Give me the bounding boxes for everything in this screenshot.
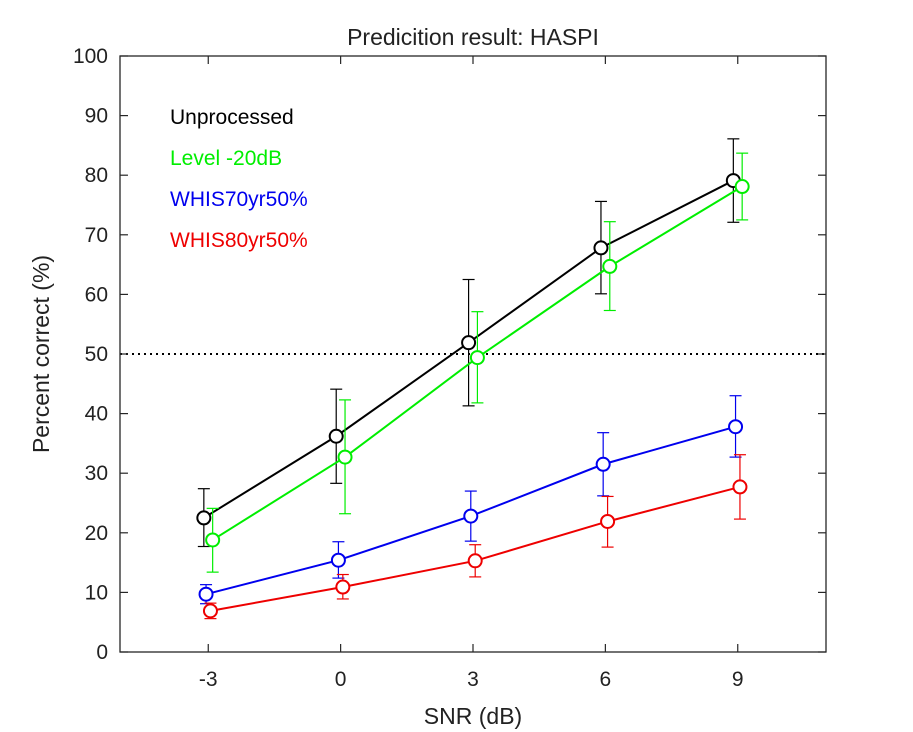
legend: Unprocessed Level -20dB WHIS70yr50% WHIS80y… <box>170 106 308 252</box>
data-point <box>205 532 221 548</box>
data-point <box>469 350 485 366</box>
data-point <box>337 449 353 465</box>
x-tick-label: 0 <box>335 668 347 691</box>
data-point <box>467 553 483 569</box>
y-tick-label: 60 <box>85 283 108 306</box>
y-tick-label: 40 <box>85 403 108 426</box>
x-tick-label: 6 <box>600 668 612 691</box>
y-tick-label: 80 <box>85 164 108 187</box>
x-tick-label: 9 <box>732 668 744 691</box>
data-point <box>593 240 609 256</box>
y-tick-label: 90 <box>85 105 108 128</box>
y-axis-title: Percent correct (%) <box>28 255 54 453</box>
data-point <box>330 552 346 568</box>
data-point <box>600 513 616 529</box>
data-point <box>202 603 218 619</box>
data-point <box>728 419 744 435</box>
data-point <box>463 508 479 524</box>
series-unprocessed <box>196 138 741 548</box>
data-point <box>198 586 214 602</box>
data-point <box>734 179 750 195</box>
ticks-layer: 0 10 20 30 40 50 60 70 80 90 100 -3 0 3 6 9 <box>73 45 826 691</box>
y-tick-label: 50 <box>85 343 108 366</box>
x-tick-label: 3 <box>467 668 479 691</box>
data-point <box>595 456 611 472</box>
plot-frame <box>119 55 827 653</box>
series-level-20db <box>205 152 750 573</box>
data-point <box>196 510 212 526</box>
data-point <box>732 479 748 495</box>
y-tick-label: 30 <box>85 462 108 485</box>
x-axis-title: SNR (dB) <box>424 703 522 729</box>
y-tick-label: 0 <box>96 641 108 664</box>
y-tick-label: 20 <box>85 522 108 545</box>
legend-entry: WHIS80yr50% <box>170 229 308 252</box>
data-point <box>335 579 351 595</box>
data-point <box>461 335 477 351</box>
series-whis80yr50- <box>202 454 748 620</box>
series-whis70yr50- <box>198 395 744 605</box>
legend-entry: Level -20dB <box>170 147 282 170</box>
y-tick-label: 70 <box>85 224 108 247</box>
data-point <box>328 428 344 444</box>
legend-entry: Unprocessed <box>170 106 294 129</box>
y-tick-label: 10 <box>85 581 108 604</box>
chart-title: Predicition result: HASPI <box>347 24 599 50</box>
legend-entry: WHIS70yr50% <box>170 188 308 211</box>
series-layer <box>196 138 750 620</box>
data-point <box>602 258 618 274</box>
x-tick-label: -3 <box>199 668 218 691</box>
y-tick-label: 100 <box>73 45 108 68</box>
